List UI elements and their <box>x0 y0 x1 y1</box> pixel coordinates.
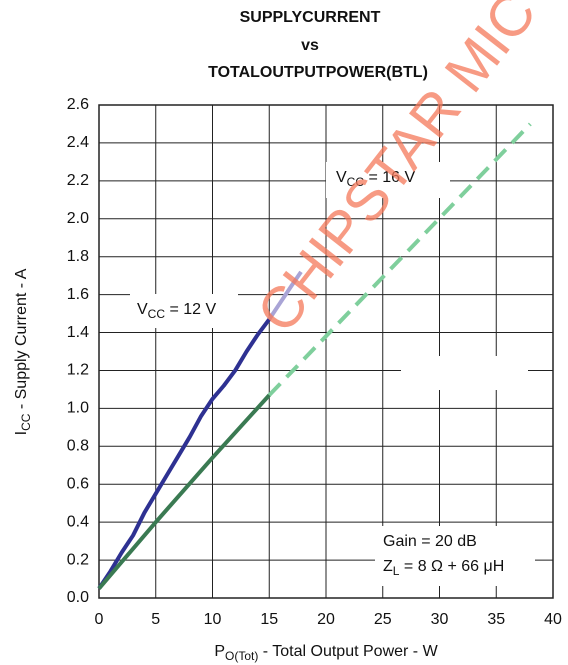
x-tick-label: 5 <box>151 611 160 628</box>
x-tick-label: 30 <box>431 611 449 628</box>
y-tick-label: 2.4 <box>67 134 89 151</box>
y-tick-label: 0.8 <box>67 438 89 455</box>
annotation: VCC = 12 V <box>137 301 216 321</box>
data-line <box>97 318 271 590</box>
y-tick-label: 1.0 <box>67 400 89 417</box>
annotation-part: Gain = 20 dB <box>383 533 477 550</box>
x-tick-label: 35 <box>487 611 505 628</box>
label-background <box>130 294 238 328</box>
y-tick-label: 1.2 <box>67 362 89 379</box>
annotation-part: CC <box>148 307 166 321</box>
annotation: Gain = 20 dB <box>383 533 477 550</box>
y-tick-label: 0.6 <box>67 475 89 492</box>
y-axis-label-part: CC <box>19 413 33 431</box>
x-tick-label: 25 <box>374 611 392 628</box>
data-line <box>267 122 532 397</box>
y-tick-label: 2.2 <box>67 172 89 189</box>
annotation-part: CC <box>347 175 365 189</box>
annotation: VCC = 16 V <box>336 169 415 189</box>
x-axis-label: PO(Tot) - Total Output Power - W <box>214 643 438 663</box>
annotation-part: V <box>137 301 148 318</box>
data-line <box>267 270 303 321</box>
x-tick-label: 0 <box>95 611 104 628</box>
y-axis-label-part: I <box>13 431 30 435</box>
chart-title: SUPPLYCURRENT <box>240 9 381 26</box>
annotation-part: = 8 Ω + 66 μH <box>399 558 504 575</box>
x-axis-label-part: O(Tot) <box>225 649 258 663</box>
x-tick-label: 15 <box>260 611 278 628</box>
x-tick-label: 40 <box>544 611 562 628</box>
y-tick-label: 0.2 <box>67 551 89 568</box>
y-tick-label: 1.4 <box>67 324 89 341</box>
annotation-part: L <box>393 564 400 578</box>
y-tick-label: 1.6 <box>67 286 89 303</box>
x-tick-label: 10 <box>204 611 222 628</box>
x-axis-label-part: P <box>214 643 225 660</box>
y-tick-label: 1.8 <box>67 248 89 265</box>
annotation-part: = 16 V <box>364 169 415 186</box>
annotation-part: Z <box>383 558 393 575</box>
annotation-part: V <box>336 169 347 186</box>
y-tick-label: 0.0 <box>67 589 89 606</box>
y-tick-label: 2.6 <box>67 96 89 113</box>
x-tick-label: 20 <box>317 611 335 628</box>
label-background <box>375 526 535 586</box>
x-axis-label-part: - Total Output Power - W <box>258 643 438 660</box>
annotation-part: = 12 V <box>165 301 216 318</box>
annotation: ZL = 8 Ω + 66 μH <box>383 558 504 578</box>
chart-title: TOTALOUTPUTPOWER(BTL) <box>208 64 428 81</box>
y-tick-label: 0.4 <box>67 513 89 530</box>
y-axis-label-part: - Supply Current - A <box>13 268 30 413</box>
blank-area <box>401 356 528 390</box>
label-background <box>326 162 450 198</box>
y-axis-label: ICC - Supply Current - A <box>13 268 33 435</box>
chart-title: vs <box>301 37 319 54</box>
y-tick-label: 2.0 <box>67 210 89 227</box>
data-line <box>97 393 271 590</box>
